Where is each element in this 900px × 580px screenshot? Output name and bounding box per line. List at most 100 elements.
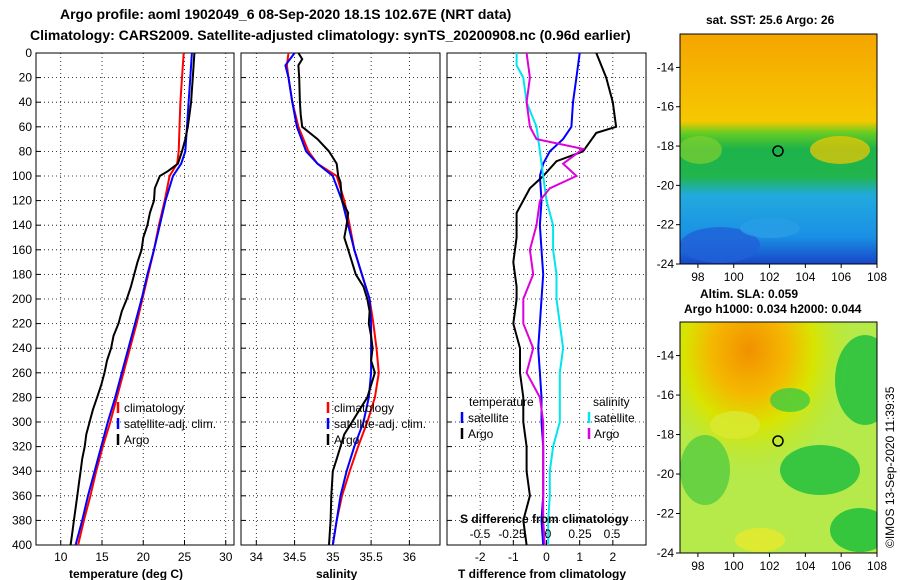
salinity-legend: climatology satellite-adj. clim. Argo (326, 401, 426, 447)
difference-legend: temperature salinity satellite satellite Arg… (460, 395, 635, 541)
series-line (69, 52, 196, 546)
map-y-tick-label: -14 (657, 60, 675, 74)
sla-map-axes: 98 100 102 104 106 108 -14 -16 -18 -20 -22 -24 (657, 349, 888, 573)
map-y-tick-label: -18 (657, 139, 675, 153)
legend-label: satellite-adj. clim. (124, 417, 216, 431)
sla-argo-marker (772, 435, 784, 447)
x-tick-label: 1 (576, 550, 583, 564)
y-tick-label: 160 (12, 243, 32, 257)
map-y-tick-label: -20 (657, 178, 675, 192)
sst-argo-marker (772, 145, 784, 157)
difference-panel: -2 -1 0 1 2 (446, 52, 647, 564)
y-tick-label: 200 (12, 292, 32, 306)
map-x-tick-label: 98 (691, 559, 705, 573)
legend-label: satellite (594, 411, 635, 425)
y-tick-label: 120 (12, 194, 32, 208)
sst-map (679, 33, 878, 265)
sst-map-axes: 98 100 102 104 106 108 -14 -16 -18 -20 -22 -24 (657, 60, 888, 284)
map-x-tick-label: 106 (831, 270, 851, 284)
legend-label: climatology (334, 401, 394, 415)
difference-xlabel: T difference from climatology (458, 567, 626, 580)
s-tick-label: 0.5 (604, 527, 621, 541)
map-x-tick-label: 98 (691, 270, 705, 284)
series-line (512, 52, 618, 546)
map-y-tick-label: -16 (657, 100, 675, 114)
s-tick-label: 0.25 (568, 527, 592, 541)
series-line (297, 52, 376, 546)
y-tick-label: 300 (12, 415, 32, 429)
map-x-tick-label: 102 (760, 559, 780, 573)
legend-label: temperature (469, 395, 534, 409)
y-tick-label: 80 (19, 144, 33, 158)
y-tick-label: 180 (12, 267, 32, 281)
salinity-xlabel: salinity (316, 567, 358, 580)
map-y-tick-label: -18 (657, 428, 675, 442)
y-tick-label: 20 (19, 71, 33, 85)
x-tick-label: 0 (543, 550, 550, 564)
map-x-tick-label: 104 (795, 270, 815, 284)
x-tick-label: 36 (403, 550, 417, 564)
map-x-tick-label: 104 (795, 559, 815, 573)
y-tick-label: 220 (12, 317, 32, 331)
map-y-tick-label: -22 (657, 218, 675, 232)
y-tick-label: 140 (12, 218, 32, 232)
series-line (515, 53, 565, 545)
legend-label: climatology (124, 401, 184, 415)
map-y-tick-label: -14 (657, 349, 675, 363)
temperature-xlabel: temperature (deg C) (69, 567, 183, 580)
sst-map-title: sat. SST: 25.6 Argo: 26 (706, 13, 835, 27)
x-tick-label: -1 (508, 550, 519, 564)
s-tick-label: -0.5 (470, 527, 491, 541)
y-tick-label: 280 (12, 390, 32, 404)
temperature-panel: 10 15 20 25 30020406080100120140160180200220… (12, 46, 235, 564)
legend-label: Argo (334, 433, 360, 447)
map-y-tick-label: -20 (657, 467, 675, 481)
map-y-tick-label: -24 (657, 546, 675, 560)
map-y-tick-label: -22 (657, 507, 675, 521)
map-x-tick-label: 102 (760, 270, 780, 284)
x-tick-label: -2 (475, 550, 486, 564)
y-tick-label: 340 (12, 464, 32, 478)
x-tick-label: 10 (54, 550, 68, 564)
legend-label: salinity (593, 395, 630, 409)
map-x-tick-label: 108 (867, 270, 887, 284)
difference-top-xlabel: S difference from climatology (460, 512, 629, 526)
y-tick-label: 320 (12, 440, 32, 454)
x-tick-label: 34 (250, 550, 264, 564)
x-tick-label: 20 (137, 550, 151, 564)
temperature-legend: climatology satellite-adj. clim. Argo (116, 401, 216, 447)
x-tick-label: 15 (95, 550, 109, 564)
series-line (284, 52, 373, 546)
s-tick-label: -0.25 (498, 527, 526, 541)
sla-map (679, 321, 878, 554)
x-tick-label: 25 (178, 550, 192, 564)
legend-label: Argo (594, 427, 620, 441)
credit-text: ©IMOS 13-Sep-2020 11:39:35 (883, 386, 897, 548)
y-tick-label: 0 (25, 46, 32, 60)
map-x-tick-label: 100 (724, 559, 744, 573)
sla-map-title: Altim. SLA: 0.059 (700, 287, 798, 301)
s-tick-label: 0 (545, 527, 552, 541)
y-tick-label: 60 (19, 120, 33, 134)
x-tick-label: 35.5 (359, 550, 383, 564)
x-tick-label: 2 (609, 550, 616, 564)
y-tick-label: 260 (12, 366, 32, 380)
map-x-tick-label: 100 (724, 270, 744, 284)
sla-map-subtitle: Argo h1000: 0.034 h2000: 0.044 (684, 302, 862, 316)
legend-label: satellite (468, 411, 509, 425)
x-tick-label: 30 (219, 550, 233, 564)
y-tick-label: 100 (12, 169, 32, 183)
y-tick-label: 240 (12, 341, 32, 355)
title-line-1: Argo profile: aoml 1902049_6 08-Sep-2020… (60, 6, 512, 22)
series-line (522, 52, 586, 546)
salinity-panel: 34 34.5 35 35.5 36 (240, 52, 441, 564)
legend-label: Argo (124, 433, 150, 447)
legend-label: satellite-adj. clim. (334, 417, 426, 431)
legend-label: Argo (468, 427, 494, 441)
x-tick-label: 34.5 (283, 550, 307, 564)
y-tick-label: 400 (12, 538, 32, 552)
y-tick-label: 380 (12, 513, 32, 527)
map-y-tick-label: -24 (657, 257, 675, 271)
map-x-tick-label: 106 (831, 559, 851, 573)
